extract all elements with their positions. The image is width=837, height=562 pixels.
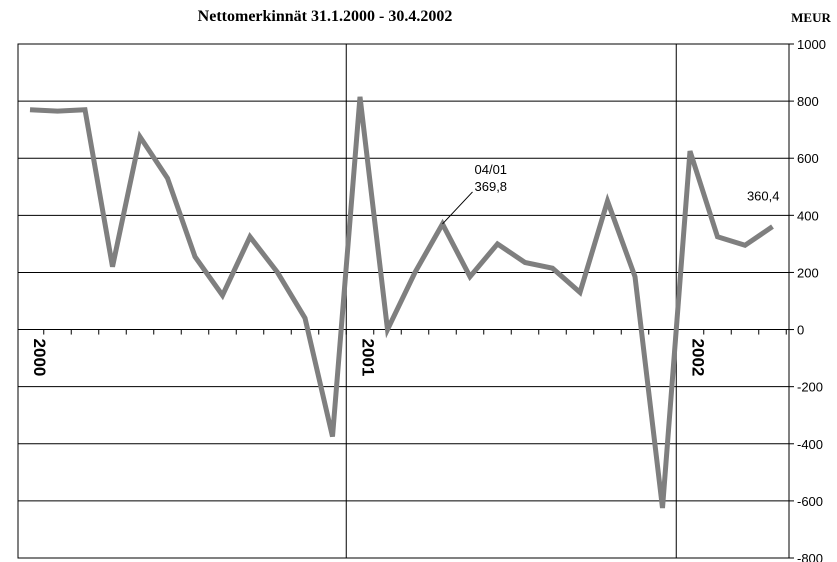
data-point <box>551 266 555 270</box>
annotation-label: 04/01 <box>475 162 508 177</box>
year-label: 2000 <box>30 339 49 377</box>
data-point <box>331 435 335 439</box>
y-tick-label: 800 <box>797 94 819 109</box>
y-tick-label: 400 <box>797 208 819 223</box>
data-point <box>166 176 170 180</box>
data-point <box>716 235 720 239</box>
data-point <box>248 235 252 239</box>
y-tick-label: 1000 <box>797 37 826 52</box>
y-tick-label: -400 <box>797 437 823 452</box>
data-point <box>661 506 665 510</box>
chart-title: Nettomerkinnät 31.1.2000 - 30.4.2002 <box>198 8 453 25</box>
y-tick-label: -600 <box>797 494 823 509</box>
data-point <box>468 275 472 279</box>
data-point <box>386 328 390 332</box>
data-point <box>633 275 637 279</box>
year-separators <box>345 44 677 558</box>
plot-area <box>17 43 790 559</box>
data-point <box>28 108 32 112</box>
data-point <box>111 265 115 269</box>
data-point <box>358 95 362 99</box>
y-tick-label: -800 <box>797 551 823 562</box>
data-point <box>138 135 142 139</box>
unit-label: MEUR <box>791 10 831 25</box>
data-point <box>688 149 692 153</box>
annotation-leader <box>442 191 473 225</box>
y-tick-label: 0 <box>797 323 804 338</box>
series-line-0 <box>29 96 774 509</box>
data-point <box>578 290 582 294</box>
data-point <box>496 242 500 246</box>
y-axis: 1000 800 600 400 200 0 -200 -400 -600 -800 <box>789 37 826 562</box>
series-group <box>28 95 775 510</box>
data-point <box>771 225 775 229</box>
data-point <box>56 109 60 113</box>
data-point <box>303 316 307 320</box>
annotations: 04/01 369,8 360,4 <box>442 162 780 225</box>
annotation-label: 360,4 <box>747 189 780 204</box>
data-point <box>221 293 225 297</box>
data-point <box>523 260 527 264</box>
y-tick-label: -200 <box>797 380 823 395</box>
year-label: 2002 <box>688 339 707 377</box>
year-label: 2001 <box>358 339 377 377</box>
data-point <box>193 255 197 259</box>
data-point <box>606 199 610 203</box>
y-tick-label: 600 <box>797 151 819 166</box>
data-point <box>83 108 87 112</box>
data-point <box>276 270 280 274</box>
year-labels: 2000 2001 2002 <box>30 339 707 377</box>
annotation-label: 369,8 <box>475 179 508 194</box>
y-tick-label: 200 <box>797 265 819 280</box>
data-point <box>413 270 417 274</box>
x-axis <box>18 329 789 335</box>
data-point <box>743 243 747 247</box>
